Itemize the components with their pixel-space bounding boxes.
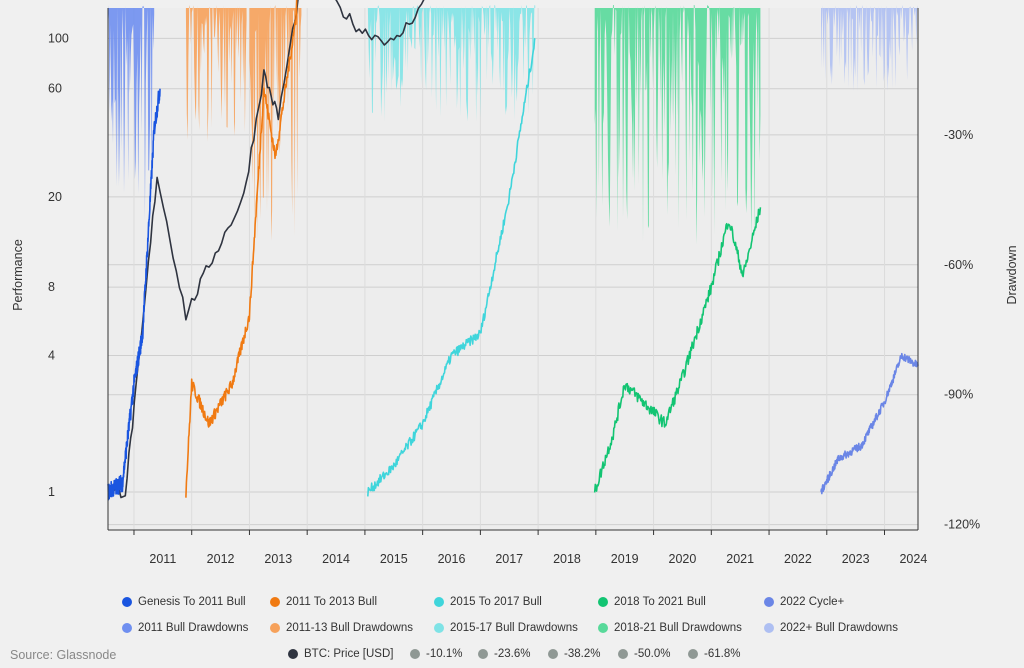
legend-label: -50.0%	[634, 648, 671, 660]
x-tick-label-11: 2022	[784, 552, 812, 566]
legend-item[interactable]: 2015 To 2017 Bull	[434, 596, 542, 608]
legend-item[interactable]: 2015-17 Bull Drawdowns	[434, 622, 578, 634]
left-tick-label-3: 20	[48, 190, 62, 204]
btc-price-line	[107, 0, 425, 499]
legend-label: -23.6%	[494, 648, 531, 660]
legend-item[interactable]: 2018-21 Bull Drawdowns	[598, 622, 742, 634]
right-tick-label-2: -90%	[944, 388, 973, 402]
legend-swatch	[434, 597, 444, 607]
legend-label: 2018-21 Bull Drawdowns	[614, 622, 742, 634]
source-label: Source: Glassnode	[10, 648, 117, 662]
right-tick-label-0: -30%	[944, 128, 973, 142]
legend-label: 2022+ Bull Drawdowns	[780, 622, 898, 634]
legend-swatch	[478, 649, 488, 659]
legend-label: 2015 To 2017 Bull	[450, 596, 542, 608]
legend-item[interactable]: -10.1%	[410, 648, 462, 660]
legend-label: Genesis To 2011 Bull	[138, 596, 246, 608]
series-2011-2013-line	[185, 0, 298, 498]
x-tick-label-0: 2011	[149, 552, 176, 566]
x-tick-label-2: 2013	[264, 552, 292, 566]
series-2018-2021-line	[593, 207, 762, 493]
left-tick-label-0: 1	[48, 485, 55, 499]
legend-swatch	[548, 649, 558, 659]
drawdown-area-2011-13-a	[185, 5, 247, 142]
legend-swatch	[764, 623, 774, 633]
x-tick-label-8: 2019	[611, 552, 639, 566]
left-tick-label-2: 8	[48, 280, 55, 294]
drawdown-area-2018-21	[594, 5, 761, 245]
x-tick-label-13: 2024	[899, 552, 927, 566]
x-tick-label-12: 2023	[842, 552, 870, 566]
legend-swatch	[270, 597, 280, 607]
legend-label: 2011-13 Bull Drawdowns	[286, 622, 413, 634]
legend-swatch	[764, 597, 774, 607]
drawdown-area-2011	[108, 5, 155, 220]
legend-item[interactable]: 2018 To 2021 Bull	[598, 596, 706, 608]
legend-label: 2015-17 Bull Drawdowns	[450, 622, 578, 634]
legend-item[interactable]: 2022 Cycle+	[764, 596, 844, 608]
series-genesis-line	[107, 88, 161, 501]
left-tick-label-4: 60	[48, 82, 62, 96]
legend-item[interactable]: 2011-13 Bull Drawdowns	[270, 622, 413, 634]
x-tick-label-4: 2015	[380, 552, 408, 566]
x-tick-label-9: 2020	[669, 552, 697, 566]
legend-swatch	[288, 649, 298, 659]
x-tick-label-5: 2016	[438, 552, 466, 566]
legend-swatch	[122, 597, 132, 607]
left-tick-label-5: 100	[48, 31, 69, 45]
x-tick-label-3: 2014	[322, 552, 350, 566]
series-2015-2017-line	[367, 37, 536, 497]
legend-swatch	[270, 623, 280, 633]
legend-label: -61.8%	[704, 648, 741, 660]
legend-swatch	[688, 649, 698, 659]
x-tick-label-10: 2021	[726, 552, 754, 566]
legend-swatch	[618, 649, 628, 659]
legend-item[interactable]: 2022+ Bull Drawdowns	[764, 622, 898, 634]
legend-item[interactable]: -50.0%	[618, 648, 670, 660]
legend-swatch	[598, 623, 608, 633]
plot-area	[108, 8, 918, 530]
legend-swatch	[434, 623, 444, 633]
drawdown-area-2011-13-b	[249, 5, 302, 241]
legend-label: BTC: Price [USD]	[304, 648, 394, 660]
legend-item[interactable]: -23.6%	[478, 648, 530, 660]
legend-item[interactable]: 2011 To 2013 Bull	[270, 596, 377, 608]
legend-item[interactable]: -38.2%	[548, 648, 600, 660]
right-tick-label-1: -60%	[944, 258, 973, 272]
legend-item[interactable]: Genesis To 2011 Bull	[122, 596, 246, 608]
x-tick-label-7: 2018	[553, 552, 581, 566]
series-2022-cycle-line	[820, 352, 919, 495]
drawdown-area-2015-17	[367, 5, 536, 122]
legend-label: 2022 Cycle+	[780, 596, 845, 608]
legend-swatch	[122, 623, 132, 633]
legend-item[interactable]: BTC: Price [USD]	[288, 648, 393, 660]
legend-label: -10.1%	[426, 648, 463, 660]
drawdown-area-2022	[821, 5, 918, 92]
legend-item[interactable]: -61.8%	[688, 648, 740, 660]
legend-item[interactable]: 2011 Bull Drawdowns	[122, 622, 248, 634]
legend-label: -38.2%	[564, 648, 601, 660]
x-tick-label-6: 2017	[495, 552, 523, 566]
x-tick-label-1: 2012	[207, 552, 235, 566]
left-axis-title: Performance	[11, 239, 25, 311]
legend-label: 2011 Bull Drawdowns	[138, 622, 249, 634]
left-tick-label-1: 4	[48, 348, 55, 362]
legend-swatch	[410, 649, 420, 659]
legend-label: 2011 To 2013 Bull	[286, 596, 378, 608]
right-axis-title: Drawdown	[1005, 245, 1019, 304]
legend-swatch	[598, 597, 608, 607]
right-tick-label-3: -120%	[944, 518, 980, 532]
legend-label: 2018 To 2021 Bull	[614, 596, 706, 608]
